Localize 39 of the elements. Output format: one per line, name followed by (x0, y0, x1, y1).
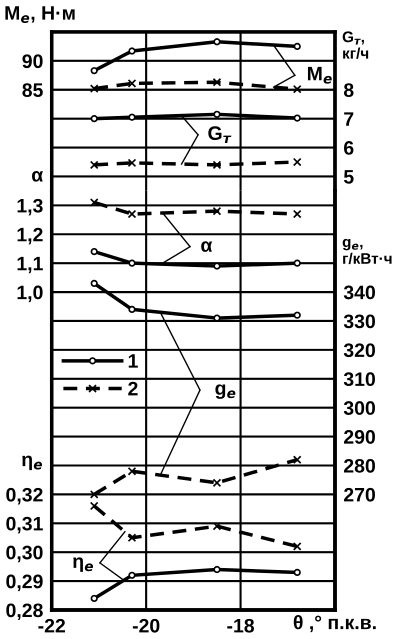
y3-tick-label: 1,1 (18, 256, 43, 274)
y-tick-label: 0,31 (6, 516, 43, 534)
y3-tick-label: 1,2 (18, 228, 43, 244)
annotation: g$_{e}$ (215, 384, 236, 399)
y2-tick-label: 6 (344, 141, 354, 155)
y-tick-label: 0,32 (6, 488, 43, 504)
y2-tick-label: 290 (344, 430, 375, 444)
y2-tick-label: 310 (344, 372, 375, 386)
legend-label: 2 (128, 382, 138, 396)
y2-tick-label: 7 (344, 112, 354, 126)
y2-tick-label: 270 (344, 488, 375, 502)
annotation: M$_{e}$ (308, 66, 332, 84)
x-axis-title: θ ,° п.к.в. (294, 615, 376, 632)
y-tick-label: 0,28 (6, 603, 43, 620)
y2-axis-title: G$_{т}$, кг/ч (342, 31, 368, 59)
legend-label: 1 (128, 354, 138, 368)
x-tick-label: -20 (132, 618, 160, 633)
y3-tick-label: 1,0 (18, 286, 43, 302)
y2-tick-label: 340 (344, 286, 375, 300)
annotation: α (201, 241, 212, 252)
y3-tick-label: 1,3 (18, 198, 43, 216)
y2-tick-label: 300 (344, 401, 375, 415)
y2-tick-label: 320 (344, 343, 375, 358)
y-axis-title: M$_{e}$, Н·м (5, 6, 75, 23)
y-tick-label: 85 (22, 83, 43, 97)
annotation: η$_{e}$ (73, 557, 94, 572)
y-tick-label: 90 (22, 54, 43, 68)
y-axis-title: η$_{e}$ (22, 456, 42, 470)
y2-tick-label: 8 (344, 83, 354, 97)
y-tick-label: 0,29 (6, 574, 43, 592)
y2-tick-label: 5 (344, 170, 354, 184)
x-tick-label: -18 (227, 618, 254, 633)
y2-tick-label: 280 (344, 458, 375, 473)
x-tick-label: -22 (38, 618, 65, 632)
y2-tick-label: 330 (344, 314, 375, 328)
y-tick-label: 0,30 (6, 546, 43, 562)
annotation: G$_{т}$ (208, 126, 232, 144)
y2-axis-title: g$_{e}$, г/кВт·ч (342, 238, 392, 264)
y3-axis-title: α (32, 171, 44, 182)
